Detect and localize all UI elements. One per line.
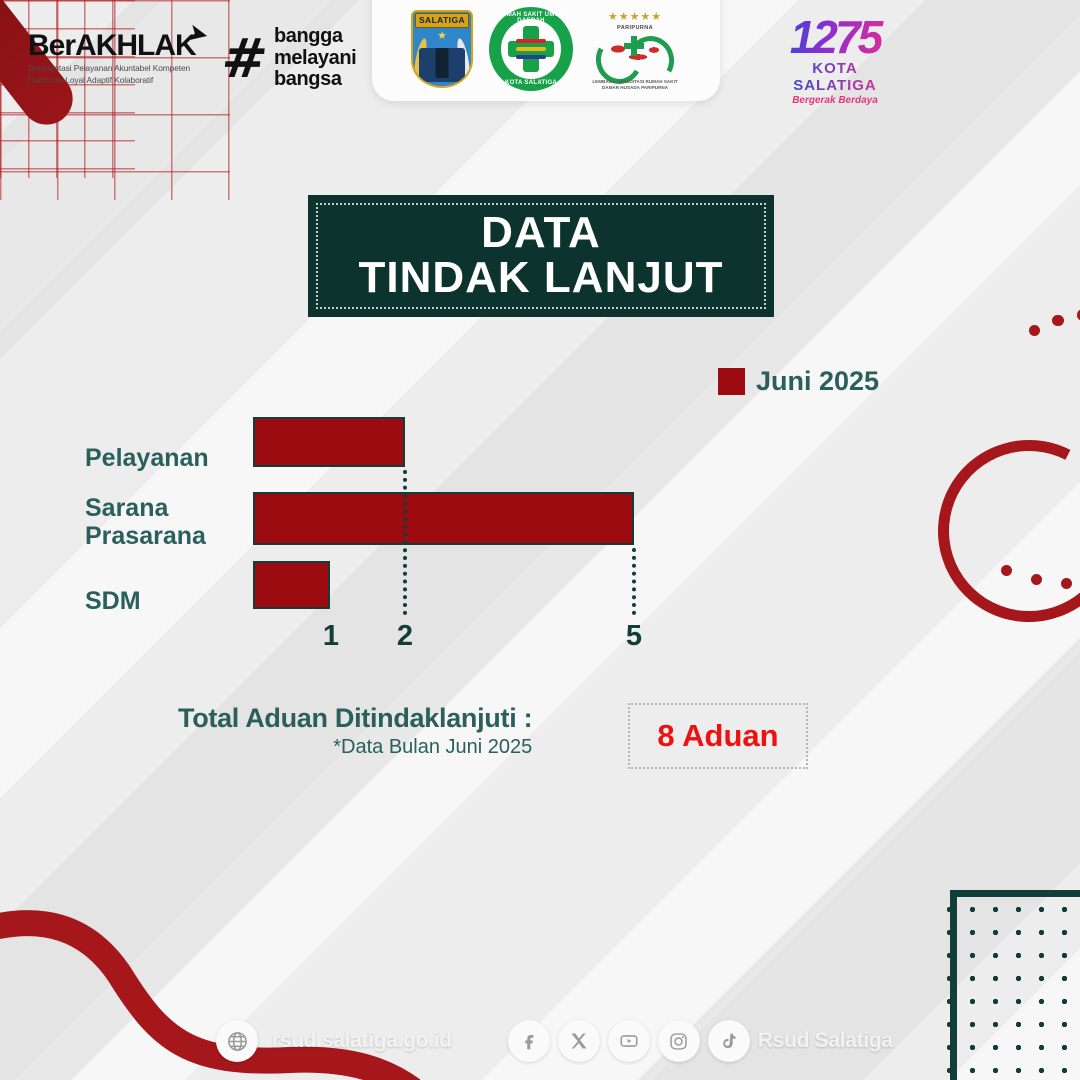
kars-subtitle: LEMBAGA AKREDITASI RUMAH SAKIT DAMAR HUS… xyxy=(589,79,681,91)
total-note: *Data Bulan Juni 2025 xyxy=(333,736,533,758)
arc-dot-3 xyxy=(1061,578,1072,589)
kars-accreditation-icon: ★★★★★ PARIPURNA LEMBAGA AKREDITASI RUMAH… xyxy=(589,8,681,90)
institution-logo-card: SALATIGA ★ RUMAH SAKIT UMUM DAERAH KOTA … xyxy=(372,0,720,101)
arc-dot-1 xyxy=(1001,565,1012,576)
bangga-text: bangga melayani bangsa xyxy=(273,25,357,91)
berakhlak-title: BerAKHLAK xyxy=(28,28,197,62)
tick-leader-sarana xyxy=(632,548,636,615)
berakhlak-logo: BerAKHLAK ➤ Berorientasi Pelayanan Akunt… xyxy=(28,19,210,86)
kars-level: PARIPURNA xyxy=(617,24,653,31)
legend-swatch-juni-2025 xyxy=(718,368,745,395)
crest-label: SALATIGA xyxy=(415,12,469,28)
chart-legend: Juni 2025 xyxy=(718,366,879,397)
arc-dot-2 xyxy=(1031,574,1042,585)
legend-label-juni-2025: Juni 2025 xyxy=(756,366,880,396)
bar-sdm xyxy=(253,561,330,609)
berakhlak-logo-group: BerAKHLAK ➤ Berorientasi Pelayanan Akunt… xyxy=(28,19,357,91)
x-twitter-icon[interactable] xyxy=(557,1020,600,1062)
value-label-sdm: 1 xyxy=(322,620,340,652)
bar-sarana-prasarana xyxy=(253,492,634,545)
bangga-line-2: melayani xyxy=(273,46,357,69)
anniversary-city: KOTA SALATIGA xyxy=(770,60,900,94)
value-label-pelayanan: 2 xyxy=(396,620,414,652)
tiktok-icon[interactable] xyxy=(707,1020,750,1062)
berakhlak-subtitle-1: Berorientasi Pelayanan Akuntabel Kompete… xyxy=(28,62,191,73)
bangga-line-1: bangga xyxy=(273,25,343,47)
globe-icon[interactable] xyxy=(216,1020,258,1062)
salatiga-city-crest-icon: SALATIGA ★ xyxy=(411,9,473,88)
rsud-top-text: RUMAH SAKIT UMUM DAERAH xyxy=(497,11,565,24)
page-title-line-1: DATA xyxy=(481,208,601,258)
total-summary: Total Aduan Ditindaklanjuti : *Data Bula… xyxy=(178,703,533,759)
footer-social-handle[interactable]: Rsud Salatiga xyxy=(757,1029,893,1052)
social-icon-group: Rsud Salatiga xyxy=(507,1020,893,1062)
anniversary-number: 1275 xyxy=(770,14,900,60)
anniversary-tagline: Bergerak Berdaya xyxy=(792,94,878,106)
kars-sub-1: LEMBAGA AKREDITASI RUMAH SAKIT xyxy=(592,78,678,84)
red-ribbon-decor xyxy=(0,910,420,1080)
berakhlak-subtitle-2: Harmonis Loyal Adaptif Kolaboratif xyxy=(28,75,154,86)
category-label-pelayanan: Pelayanan xyxy=(85,444,209,472)
value-label-sarana-prasarana: 5 xyxy=(625,620,643,652)
category-label-sdm: SDM xyxy=(85,587,141,615)
footer-bar: rsud.salatiga.go.id xyxy=(216,1020,893,1062)
tick-leader-pelayanan xyxy=(403,470,407,615)
dotted-arc-decor xyxy=(956,295,1080,625)
bar-pelayanan xyxy=(253,417,405,467)
kars-stars: ★★★★★ xyxy=(607,10,663,23)
instagram-icon[interactable] xyxy=(657,1020,700,1062)
total-value-box: 8 Aduan xyxy=(628,703,808,769)
bangga-melayani-bangsa-logo: # bangga melayani bangsa xyxy=(218,25,357,91)
total-label: Total Aduan Ditindaklanjuti : xyxy=(178,703,533,733)
bottom-right-frame-decor xyxy=(950,890,1080,1080)
youtube-icon[interactable] xyxy=(607,1020,650,1062)
category-label-sarana-prasarana: Sarana Prasarana xyxy=(85,494,206,550)
page-title-line-2: TINDAK LANJUT xyxy=(358,253,724,302)
page-title-banner: DATA TINDAK LANJUT xyxy=(308,195,774,317)
total-value: 8 Aduan xyxy=(657,718,779,753)
facebook-icon[interactable] xyxy=(507,1020,550,1062)
bangga-line-3: bangsa xyxy=(273,68,342,91)
rsud-bottom-text: KOTA SALATIGA xyxy=(504,79,558,86)
rsud-salatiga-logo-icon: RUMAH SAKIT UMUM DAERAH KOTA SALATIGA xyxy=(489,6,573,91)
footer-website[interactable]: rsud.salatiga.go.id xyxy=(272,1029,452,1052)
anniversary-logo: 1275 KOTA SALATIGA Bergerak Berdaya xyxy=(770,14,900,106)
kars-sub-2: DAMAR HUSADA PARIPURNA xyxy=(601,84,669,90)
